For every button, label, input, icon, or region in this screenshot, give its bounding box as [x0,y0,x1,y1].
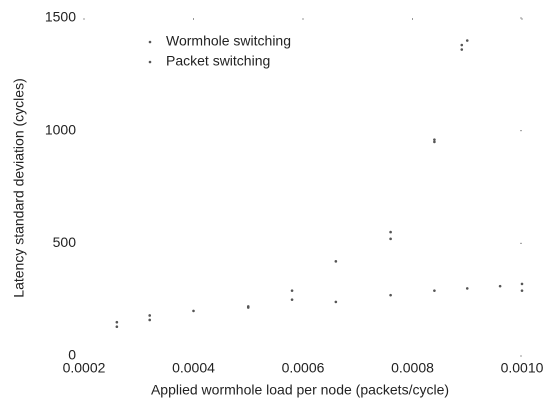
point [389,230,392,234]
point [246,305,250,308]
point [460,48,464,51]
x-axis-label: Applied wormhole load per node (packets/… [151,382,449,398]
point [334,300,338,304]
y-axis-label: Latency standard deviation (cycles) [11,78,27,297]
point [433,289,436,292]
point [465,287,469,290]
point [115,325,119,329]
point [433,138,436,141]
point [148,314,151,317]
x-tick-label: 0.0004 [172,360,215,376]
legend-marker [148,40,152,44]
point [498,284,502,288]
legend-marker [148,60,152,64]
point [290,298,294,301]
point [460,43,464,47]
point [148,318,151,322]
point [334,260,338,263]
point [520,289,524,292]
point [433,140,436,144]
x-tick-label: 0.0006 [282,360,325,376]
point [115,320,119,324]
x-tick-label: 0.0002 [63,360,106,376]
legend-label: Packet switching [166,53,270,69]
point [389,293,392,297]
y-tick-label: 500 [53,234,77,250]
point [520,282,524,286]
y-tick-label: 1500 [45,9,76,25]
point [389,237,392,241]
point [465,39,469,42]
legend-label: Wormhole switching [166,33,291,49]
y-tick-label: 0 [68,347,76,363]
x-tick-label: 0.0008 [391,360,434,376]
x-tick-label: 0.0010 [501,360,544,376]
y-tick-label: 1000 [45,121,76,137]
point [290,289,294,292]
point [192,309,195,313]
